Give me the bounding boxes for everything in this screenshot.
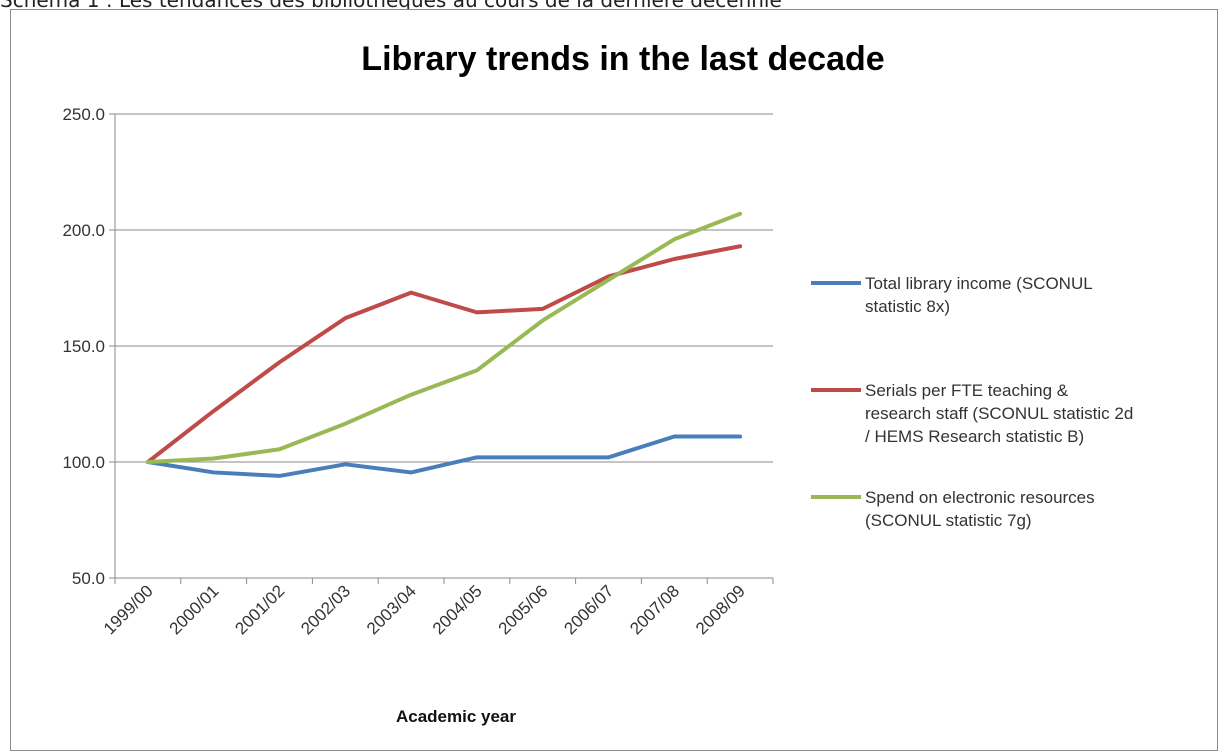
y-tick-label: 200.0 (62, 221, 105, 240)
legend-label: (SCONUL statistic 7g) (865, 511, 1032, 530)
x-tick-label: 1999/00 (100, 581, 157, 638)
legend-label: Total library income (SCONUL (865, 274, 1093, 293)
x-tick-label: 2007/08 (626, 581, 683, 638)
series-line-1 (145, 434, 743, 478)
y-tick-label: 250.0 (62, 105, 105, 124)
x-tick-label: 2004/05 (429, 581, 486, 638)
x-tick-label: 2006/07 (560, 581, 617, 638)
legend-label: Spend on electronic resources (865, 488, 1095, 507)
series-lines (145, 211, 743, 478)
legend-label: / HEMS Research statistic B) (865, 427, 1084, 446)
y-tick-label: 50.0 (72, 569, 105, 588)
x-tick-label: 2002/03 (297, 581, 354, 638)
legend-label: Serials per FTE teaching & (865, 381, 1069, 400)
line-chart: Library trends in the last decade 50.0 10… (62, 40, 1133, 726)
x-tick-label: 2008/09 (692, 581, 749, 638)
legend-label: statistic 8x) (865, 297, 950, 316)
x-axis-title: Academic year (396, 707, 516, 726)
x-tick-label: 2005/06 (495, 581, 552, 638)
legend-label: research staff (SCONUL statistic 2d (865, 404, 1133, 423)
x-tick-label: 2000/01 (166, 581, 223, 638)
chart-title: Library trends in the last decade (361, 40, 884, 78)
chart-area: Library trends in the last decade 50.0 10… (10, 9, 1218, 751)
series-line-2 (145, 244, 743, 464)
series-line-3 (145, 211, 743, 464)
legend: Total library income (SCONUL statistic 8x… (811, 274, 1133, 530)
y-tick-label: 150.0 (62, 337, 105, 356)
x-tick-label: 2003/04 (363, 581, 420, 638)
x-tick-label: 2001/02 (231, 581, 288, 638)
gridlines (115, 113, 773, 579)
y-tick-label: 100.0 (62, 453, 105, 472)
